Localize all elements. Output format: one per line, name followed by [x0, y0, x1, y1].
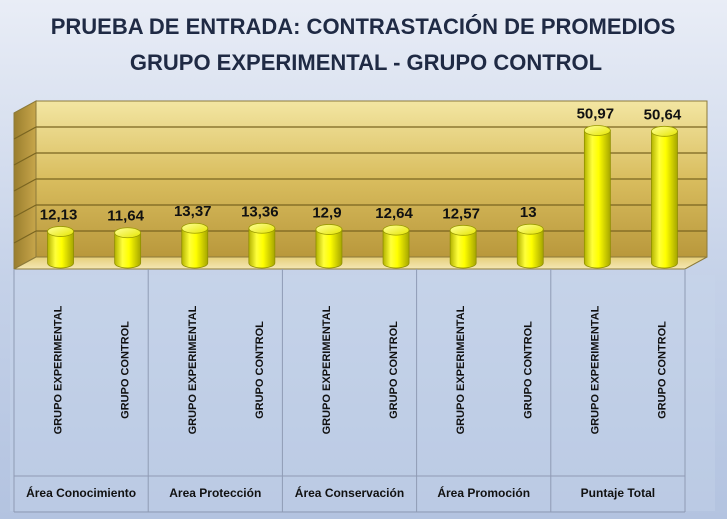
bar-body [114, 232, 142, 269]
bar-cap [181, 222, 209, 234]
bar-cap [583, 125, 611, 136]
bar [449, 224, 477, 269]
bar [382, 224, 410, 269]
bar-cap [382, 224, 410, 236]
bar-body [181, 227, 209, 269]
group-label: Area Protección [169, 486, 261, 500]
category-tick-label: GRUPO EXPERIMENTAL [53, 305, 65, 434]
bar [114, 227, 142, 269]
bar-value-label: 12,13 [40, 206, 78, 223]
bar [248, 222, 276, 269]
bar-cap [449, 224, 477, 236]
group-label: Área Promoción [437, 485, 530, 500]
bar-value-label: 50,64 [644, 106, 682, 123]
bar-value-label: 13 [520, 204, 537, 221]
bar [181, 222, 209, 269]
bar-value-label: 11,64 [107, 208, 144, 225]
category-tick-label: GRUPO CONTROL [120, 321, 132, 419]
bar-value-label: 12,64 [375, 205, 413, 222]
bar [315, 224, 343, 269]
bar-body [47, 231, 74, 269]
category-axis: GRUPO EXPERIMENTAL GRUPO CONTROL Área Cono… [13, 269, 686, 513]
gridline-side [13, 126, 37, 140]
bar-body [651, 130, 678, 269]
category-tick-label: GRUPO CONTROL [522, 321, 534, 419]
bar [583, 125, 611, 269]
bar-body [382, 229, 410, 269]
bar-cap [47, 226, 74, 237]
bar [516, 223, 544, 269]
category-tick-label: GRUPO EXPERIMENTAL [589, 305, 601, 434]
gridline-side [13, 204, 37, 218]
category-tick-label: GRUPO EXPERIMENTAL [455, 305, 467, 434]
bar-body [516, 228, 544, 269]
group-label: Área Conocimiento [26, 485, 136, 500]
chart-subtitle: GRUPO EXPERIMENTAL - GRUPO CONTROL [130, 50, 602, 75]
bar-body [248, 227, 276, 269]
bar-value-label: 50,97 [577, 105, 615, 122]
bar-body [583, 130, 611, 269]
bar-cap [315, 224, 343, 235]
group-label: Puntaje Total [581, 486, 655, 500]
chart-title: PRUEBA DE ENTRADA: CONTRASTACIÓN DE PROM… [51, 14, 676, 39]
plot-bars [47, 125, 678, 269]
bar-body [449, 229, 477, 269]
bar-value-label: 13,37 [174, 203, 212, 220]
bar [47, 226, 74, 269]
bar-cap [114, 227, 142, 239]
plot-value-labels: 12,13 11,64 13,37 13,36 12,9 12,64 12,57 13 50,9… [40, 105, 682, 224]
category-tick-label: GRUPO EXPERIMENTAL [187, 305, 199, 434]
gridline-side [13, 230, 37, 244]
gridline-side [13, 178, 37, 192]
category-tick-label: GRUPO EXPERIMENTAL [321, 305, 333, 434]
bar [651, 125, 678, 269]
category-tick-label: GRUPO CONTROL [388, 321, 400, 419]
group-label: Área Conservación [295, 485, 404, 500]
category-tick-label: GRUPO CONTROL [656, 321, 668, 419]
bar-value-label: 12,57 [442, 205, 480, 222]
bar-value-label: 13,36 [241, 203, 279, 220]
category-panel [10, 275, 715, 511]
bar-value-label: 12,9 [312, 204, 341, 221]
bar-cap [516, 223, 544, 235]
bar-body [315, 229, 343, 269]
gridline-side [13, 152, 37, 166]
bar-cap [651, 125, 678, 137]
bar-cap [248, 222, 276, 234]
category-tick-label: GRUPO CONTROL [254, 321, 266, 419]
